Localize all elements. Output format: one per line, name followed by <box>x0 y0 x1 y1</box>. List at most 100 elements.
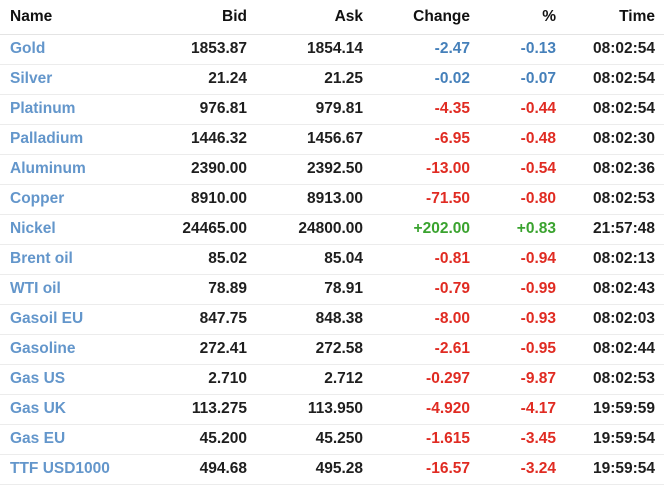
column-header-bid: Bid <box>150 0 247 35</box>
ask-value: 45.250 <box>247 424 363 455</box>
change-value: -8.00 <box>363 304 470 335</box>
table-body: Gold 1853.87 1854.14 -2.47 -0.13 08:02:5… <box>0 34 664 485</box>
ask-value: 272.58 <box>247 334 363 365</box>
bid-value: 78.89 <box>150 274 247 305</box>
table-row: Gas US 2.710 2.712 -0.297 -9.87 08:02:53 <box>0 364 664 395</box>
bid-value: 1853.87 <box>150 34 247 65</box>
percent-value: +0.83 <box>470 214 556 245</box>
percent-value: -0.54 <box>470 154 556 185</box>
instrument-name-link[interactable]: Gold <box>0 34 150 65</box>
ask-value: 848.38 <box>247 304 363 335</box>
bid-value: 45.200 <box>150 424 247 455</box>
header-row: Name Bid Ask Change % Time <box>0 0 664 35</box>
instrument-name-link[interactable]: Nickel <box>0 214 150 245</box>
change-value: -4.35 <box>363 94 470 125</box>
table-row: Palladium 1446.32 1456.67 -6.95 -0.48 08… <box>0 124 664 155</box>
table-row: Aluminum 2390.00 2392.50 -13.00 -0.54 08… <box>0 154 664 185</box>
table-row: WTI oil 78.89 78.91 -0.79 -0.99 08:02:43 <box>0 274 664 305</box>
bid-value: 272.41 <box>150 334 247 365</box>
column-header-change: Change <box>363 0 470 35</box>
change-value: +202.00 <box>363 214 470 245</box>
ask-value: 979.81 <box>247 94 363 125</box>
instrument-name-link[interactable]: Aluminum <box>0 154 150 185</box>
change-value: -0.79 <box>363 274 470 305</box>
ask-value: 2.712 <box>247 364 363 395</box>
time-value: 08:02:54 <box>556 64 664 95</box>
table-row: Gold 1853.87 1854.14 -2.47 -0.13 08:02:5… <box>0 34 664 65</box>
time-value: 19:59:59 <box>556 394 664 425</box>
bid-value: 1446.32 <box>150 124 247 155</box>
table-header: Name Bid Ask Change % Time <box>0 0 664 35</box>
bid-value: 24465.00 <box>150 214 247 245</box>
change-value: -4.920 <box>363 394 470 425</box>
change-value: -0.81 <box>363 244 470 275</box>
bid-value: 85.02 <box>150 244 247 275</box>
column-header-name: Name <box>0 0 150 35</box>
table-row: Silver 21.24 21.25 -0.02 -0.07 08:02:54 <box>0 64 664 95</box>
instrument-name-link[interactable]: Gasoline <box>0 334 150 365</box>
percent-value: -0.48 <box>470 124 556 155</box>
table-row: Brent oil 85.02 85.04 -0.81 -0.94 08:02:… <box>0 244 664 275</box>
table-row: Gasoline 272.41 272.58 -2.61 -0.95 08:02… <box>0 334 664 365</box>
ask-value: 85.04 <box>247 244 363 275</box>
percent-value: -0.99 <box>470 274 556 305</box>
percent-value: -0.93 <box>470 304 556 335</box>
time-value: 08:02:13 <box>556 244 664 275</box>
percent-value: -0.94 <box>470 244 556 275</box>
table-row: Gasoil EU 847.75 848.38 -8.00 -0.93 08:0… <box>0 304 664 335</box>
bid-value: 976.81 <box>150 94 247 125</box>
bid-value: 8910.00 <box>150 184 247 215</box>
percent-value: -4.17 <box>470 394 556 425</box>
bid-value: 494.68 <box>150 454 247 485</box>
time-value: 21:57:48 <box>556 214 664 245</box>
instrument-name-link[interactable]: WTI oil <box>0 274 150 305</box>
time-value: 08:02:54 <box>556 34 664 65</box>
time-value: 08:02:36 <box>556 154 664 185</box>
percent-value: -0.44 <box>470 94 556 125</box>
ask-value: 113.950 <box>247 394 363 425</box>
instrument-name-link[interactable]: Gas UK <box>0 394 150 425</box>
percent-value: -3.45 <box>470 424 556 455</box>
bid-value: 21.24 <box>150 64 247 95</box>
bid-value: 2390.00 <box>150 154 247 185</box>
instrument-name-link[interactable]: Silver <box>0 64 150 95</box>
ask-value: 21.25 <box>247 64 363 95</box>
time-value: 19:59:54 <box>556 424 664 455</box>
time-value: 19:59:54 <box>556 454 664 485</box>
time-value: 08:02:53 <box>556 184 664 215</box>
ask-value: 2392.50 <box>247 154 363 185</box>
table-row: Copper 8910.00 8913.00 -71.50 -0.80 08:0… <box>0 184 664 215</box>
change-value: -0.297 <box>363 364 470 395</box>
instrument-name-link[interactable]: TTF USD1000 <box>0 454 150 485</box>
percent-value: -0.80 <box>470 184 556 215</box>
change-value: -0.02 <box>363 64 470 95</box>
instrument-name-link[interactable]: Platinum <box>0 94 150 125</box>
time-value: 08:02:43 <box>556 274 664 305</box>
time-value: 08:02:54 <box>556 94 664 125</box>
table-row: Platinum 976.81 979.81 -4.35 -0.44 08:02… <box>0 94 664 125</box>
bid-value: 847.75 <box>150 304 247 335</box>
instrument-name-link[interactable]: Copper <box>0 184 150 215</box>
table-row: TTF USD1000 494.68 495.28 -16.57 -3.24 1… <box>0 454 664 485</box>
ask-value: 1854.14 <box>247 34 363 65</box>
instrument-name-link[interactable]: Gasoil EU <box>0 304 150 335</box>
change-value: -13.00 <box>363 154 470 185</box>
instrument-name-link[interactable]: Gas EU <box>0 424 150 455</box>
column-header-percent: % <box>470 0 556 35</box>
time-value: 08:02:44 <box>556 334 664 365</box>
percent-value: -9.87 <box>470 364 556 395</box>
table-row: Gas UK 113.275 113.950 -4.920 -4.17 19:5… <box>0 394 664 425</box>
instrument-name-link[interactable]: Brent oil <box>0 244 150 275</box>
bid-value: 113.275 <box>150 394 247 425</box>
change-value: -1.615 <box>363 424 470 455</box>
ask-value: 78.91 <box>247 274 363 305</box>
change-value: -2.61 <box>363 334 470 365</box>
change-value: -2.47 <box>363 34 470 65</box>
time-value: 08:02:53 <box>556 364 664 395</box>
instrument-name-link[interactable]: Palladium <box>0 124 150 155</box>
column-header-ask: Ask <box>247 0 363 35</box>
percent-value: -0.13 <box>470 34 556 65</box>
instrument-name-link[interactable]: Gas US <box>0 364 150 395</box>
